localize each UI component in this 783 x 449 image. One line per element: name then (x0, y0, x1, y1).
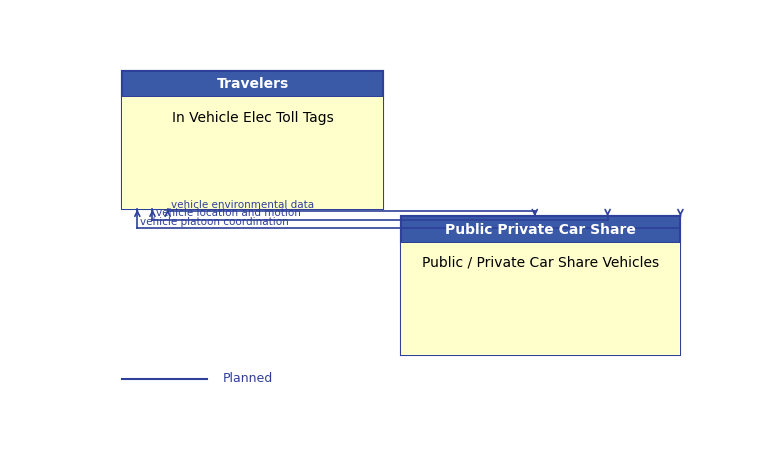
Text: Planned: Planned (222, 372, 272, 385)
Bar (402, 242, 680, 355)
Text: In Vehicle Elec Toll Tags: In Vehicle Elec Toll Tags (171, 110, 334, 125)
Text: Travelers: Travelers (216, 77, 289, 91)
Bar (122, 71, 383, 209)
Text: vehicle environmental data: vehicle environmental data (171, 200, 314, 210)
Text: Public / Private Car Share Vehicles: Public / Private Car Share Vehicles (422, 256, 659, 270)
Bar (402, 216, 680, 242)
Text: Public Private Car Share: Public Private Car Share (446, 223, 637, 237)
Bar (402, 216, 680, 355)
Text: vehicle platoon coordination: vehicle platoon coordination (140, 217, 289, 227)
Text: vehicle location and motion: vehicle location and motion (156, 208, 301, 219)
Bar (122, 71, 383, 97)
Bar (122, 97, 383, 209)
